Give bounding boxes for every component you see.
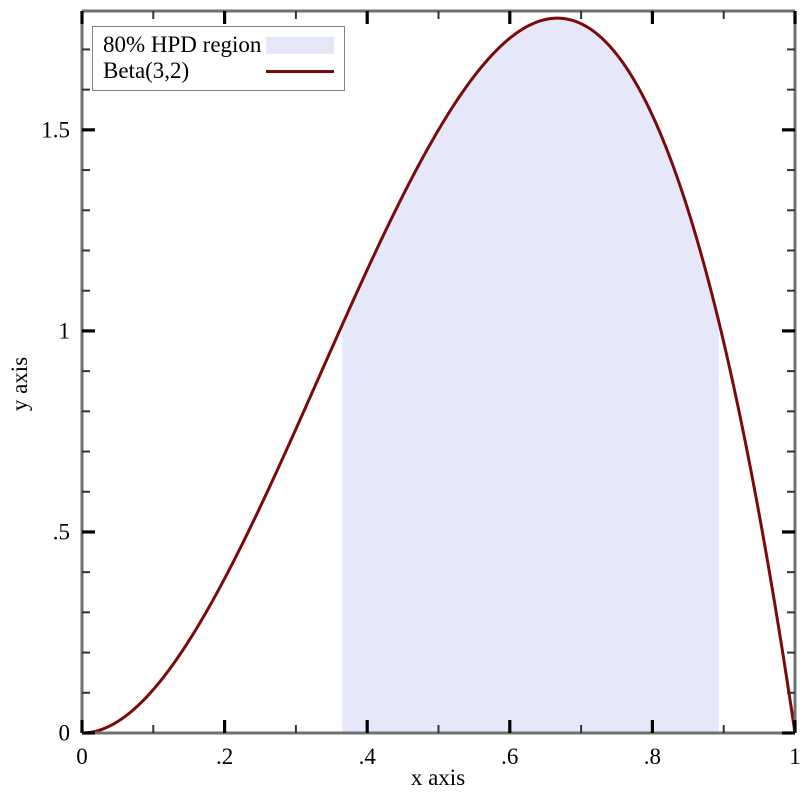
x-tick-label: .6 bbox=[501, 744, 519, 769]
x-tick-label: .4 bbox=[358, 744, 376, 769]
legend-key-hpd-region bbox=[266, 36, 334, 54]
x-tick-label: 1 bbox=[789, 744, 801, 769]
legend-swatch-line bbox=[266, 69, 334, 73]
x-axis-label: x axis bbox=[410, 765, 466, 790]
y-axis-label: y axis bbox=[7, 356, 32, 412]
x-tick-label: .8 bbox=[643, 744, 662, 769]
beta-density-curve bbox=[81, 16, 797, 734]
legend-label-beta-curve: Beta(3,2) bbox=[103, 58, 190, 83]
legend-key-beta-curve bbox=[266, 69, 334, 73]
x-tick-label: 0 bbox=[76, 744, 88, 769]
y-tick-label: 1 bbox=[58, 318, 71, 344]
legend-label-hpd-region: 80% HPD region bbox=[103, 32, 262, 57]
y-tick-label: 0 bbox=[58, 720, 71, 746]
y-tick-label: 1.5 bbox=[41, 117, 70, 143]
chart-legend: 80% HPD region Beta(3,2) bbox=[92, 26, 345, 91]
hpd-region-area bbox=[342, 18, 719, 734]
legend-swatch-area bbox=[266, 36, 334, 54]
legend-item-hpd-region: 80% HPD region bbox=[103, 32, 334, 58]
x-tick-label: .2 bbox=[215, 744, 234, 769]
y-tick-label: .5 bbox=[52, 519, 70, 545]
legend-item-beta-curve: Beta(3,2) bbox=[103, 58, 334, 84]
axis-ticks bbox=[80, 11, 797, 735]
